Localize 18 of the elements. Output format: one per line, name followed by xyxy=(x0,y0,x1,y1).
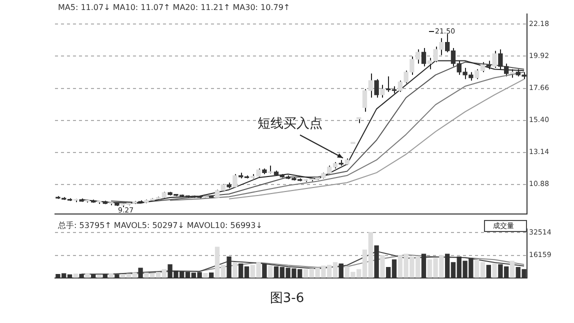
candlestick xyxy=(232,174,238,188)
bar xyxy=(96,274,102,278)
caption: 图3-6 xyxy=(268,290,306,307)
text: MA5: 11.07↓ MA10: 11.07↑ MA20: 11.21↑ MA30: 10.79↑ xyxy=(58,3,290,12)
bar xyxy=(203,273,208,278)
bar xyxy=(108,273,114,278)
bar xyxy=(73,274,78,278)
bar xyxy=(85,273,90,278)
annotation: 总手: 53795↑ MAVOL5: 50297↓ MAVOL10: 56993↓ xyxy=(58,220,262,231)
bar xyxy=(510,260,515,278)
bar xyxy=(380,255,385,278)
candlestick xyxy=(374,78,379,98)
bar xyxy=(492,264,497,278)
bar xyxy=(268,266,273,278)
bar xyxy=(232,262,238,278)
candlestick xyxy=(421,48,426,67)
annotation: 短线买入点 xyxy=(258,116,322,132)
candlestick xyxy=(380,84,385,98)
